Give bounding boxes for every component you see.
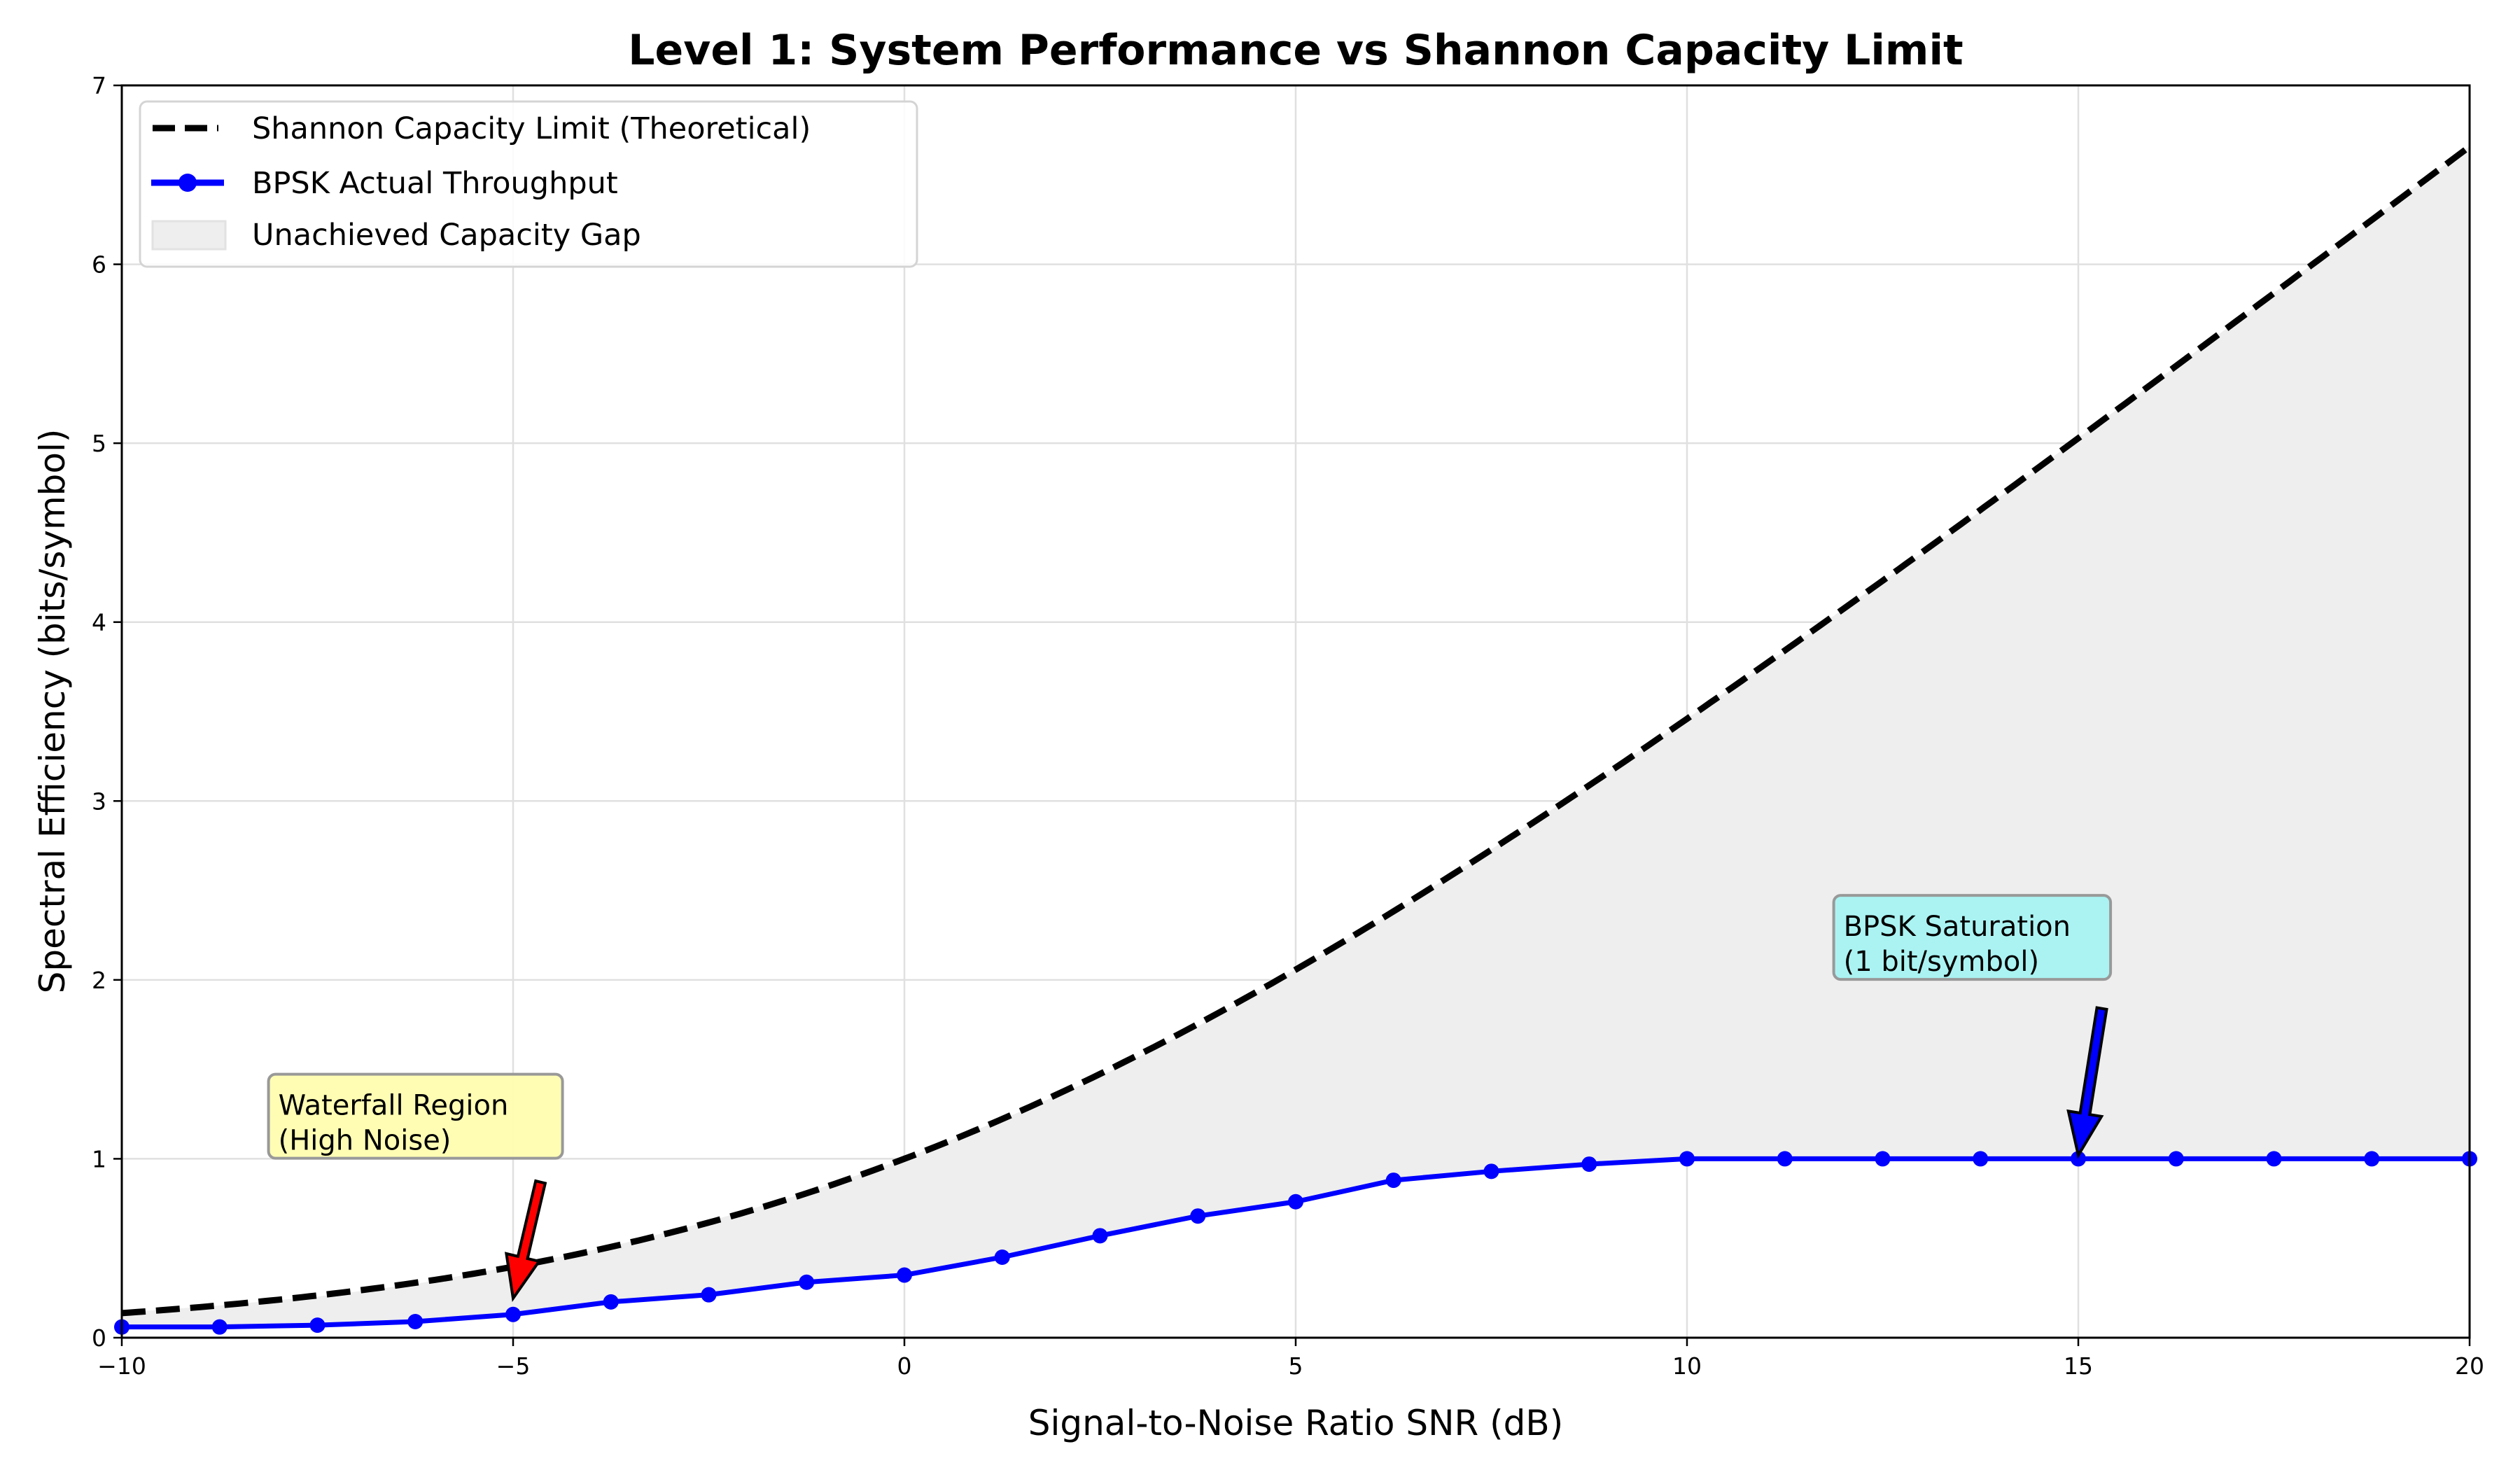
x-tick-label: 20 — [2455, 1352, 2484, 1380]
y-tick-label: 0 — [92, 1324, 106, 1352]
y-tick-label: 4 — [92, 609, 106, 636]
y-tick-label: 5 — [92, 430, 106, 457]
bpsk-point — [1581, 1156, 1597, 1172]
legend: Shannon Capacity Limit (Theoretical) BPS… — [139, 100, 918, 268]
bpsk-point — [1679, 1151, 1695, 1167]
bpsk-point — [2266, 1151, 2282, 1167]
bpsk-point — [897, 1267, 912, 1283]
legend-label-bpsk: BPSK Actual Throughput — [252, 166, 618, 201]
y-tick-label: 6 — [92, 251, 106, 279]
legend-marker-bpsk — [178, 174, 197, 192]
bpsk-point — [799, 1274, 815, 1290]
y-tick-label: 2 — [92, 967, 106, 994]
bpsk-point — [505, 1306, 521, 1322]
legend-swatch-gap — [151, 220, 227, 251]
x-tick-label: 10 — [1672, 1352, 1702, 1380]
bpsk-point — [1385, 1172, 1401, 1189]
bpsk-point — [701, 1287, 717, 1303]
bpsk-point — [1875, 1151, 1891, 1167]
bpsk-point — [994, 1249, 1010, 1265]
y-tick-label: 3 — [92, 788, 106, 815]
series-layer — [114, 144, 2477, 1335]
x-tick-label: −10 — [97, 1352, 146, 1380]
annotation-box — [267, 1072, 564, 1160]
annotation-arrow — [2066, 1006, 2108, 1159]
x-axis-label: Signal-to-Noise Ratio SNR (dB) — [1028, 1403, 1563, 1443]
annotations: Waterfall Region(High Noise) BPSK Saturat… — [267, 894, 2113, 1303]
annotation-waterfall: Waterfall Region(High Noise) — [267, 1072, 564, 1303]
legend-label-shannon: Shannon Capacity Limit (Theoretical) — [252, 111, 811, 146]
chart-title: Level 1: System Performance vs Shannon C… — [628, 26, 1963, 75]
bpsk-point — [1092, 1228, 1108, 1244]
annotation-saturation: BPSK Saturation(1 bit/symbol) — [1832, 894, 2113, 1159]
bpsk-point — [211, 1319, 227, 1335]
capacity-gap-fill — [122, 146, 2470, 1327]
annotation-box — [1832, 894, 2113, 981]
x-tick-label: 15 — [2064, 1352, 2093, 1380]
bpsk-point — [603, 1294, 619, 1310]
x-tick-label: −5 — [496, 1352, 531, 1380]
x-tick-label: 0 — [897, 1352, 912, 1380]
bpsk-point — [1777, 1151, 1793, 1167]
bpsk-point — [1973, 1151, 1989, 1167]
bpsk-point — [309, 1317, 326, 1334]
fill-layer — [122, 146, 2470, 1327]
annotation-text: BPSK Saturation — [1844, 911, 2071, 943]
legend-box — [139, 100, 918, 268]
y-tick-label: 7 — [92, 72, 106, 99]
bpsk-point — [1483, 1163, 1499, 1180]
legend-label-gap: Unachieved Capacity Gap — [252, 218, 641, 253]
annotation-text: (High Noise) — [279, 1125, 451, 1157]
y-axis-label: Spectral Efficiency (bits/symbol) — [32, 429, 73, 994]
bpsk-point — [2364, 1151, 2380, 1167]
y-tick-label: 1 — [92, 1145, 106, 1172]
bpsk-point — [2071, 1151, 2086, 1167]
bpsk-point — [1288, 1194, 1303, 1210]
x-tick-label: 5 — [1289, 1352, 1303, 1380]
bpsk-point — [407, 1313, 424, 1329]
ticks: −10 −5 0 5 10 15 20 0 1 2 3 4 5 6 7 — [92, 72, 2484, 1380]
annotation-text: (1 bit/symbol) — [1844, 946, 2040, 978]
annotation-arrow — [504, 1179, 547, 1303]
bpsk-point — [1190, 1208, 1206, 1224]
bpsk-point — [2168, 1151, 2184, 1167]
annotation-text: Waterfall Region — [279, 1090, 509, 1122]
